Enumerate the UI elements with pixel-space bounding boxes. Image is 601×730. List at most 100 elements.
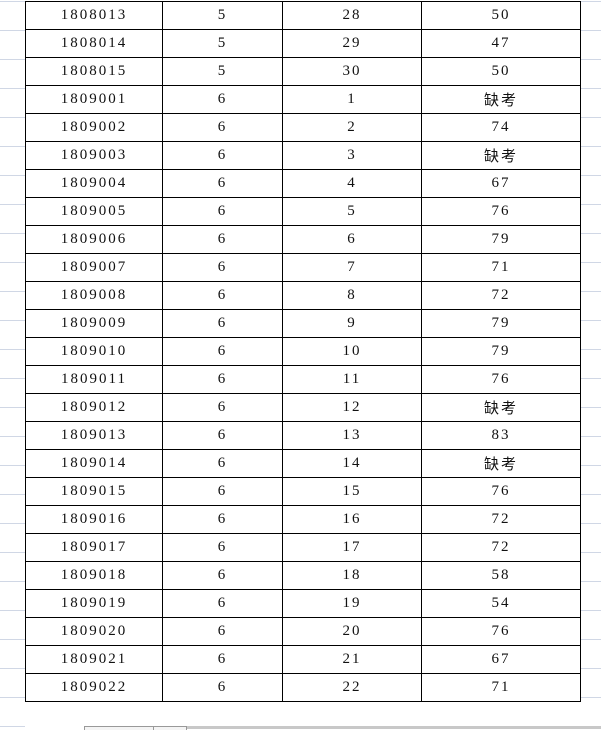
score-cell[interactable]: 缺考 [421,85,581,114]
student-id-cell[interactable]: 1808013 [25,1,163,30]
student-id-cell[interactable]: 1809004 [25,169,163,198]
class-cell[interactable]: 6 [162,141,283,170]
score-cell[interactable]: 79 [421,309,581,338]
score-cell[interactable]: 67 [421,645,581,674]
seat-number-cell[interactable]: 19 [282,589,422,618]
student-id-cell[interactable]: 1809016 [25,505,163,534]
seat-number-cell[interactable]: 3 [282,141,422,170]
score-cell[interactable]: 58 [421,561,581,590]
seat-number-cell[interactable]: 10 [282,337,422,366]
seat-number-cell[interactable]: 4 [282,169,422,198]
class-cell[interactable]: 6 [162,169,283,198]
class-cell[interactable]: 6 [162,617,283,646]
class-cell[interactable]: 5 [162,1,283,30]
seat-number-cell[interactable]: 12 [282,393,422,422]
class-cell[interactable]: 6 [162,505,283,534]
seat-number-cell[interactable]: 13 [282,421,422,450]
score-cell[interactable]: 72 [421,505,581,534]
score-cell[interactable]: 83 [421,421,581,450]
score-cell[interactable]: 47 [421,29,581,58]
student-id-cell[interactable]: 1809014 [25,449,163,478]
score-cell[interactable]: 50 [421,57,581,86]
seat-number-cell[interactable]: 6 [282,225,422,254]
class-cell[interactable]: 6 [162,421,283,450]
score-cell[interactable]: 67 [421,169,581,198]
sheet-tab[interactable] [84,726,154,730]
student-id-cell[interactable]: 1809017 [25,533,163,562]
seat-number-cell[interactable]: 17 [282,533,422,562]
seat-number-cell[interactable]: 8 [282,281,422,310]
sheet-tab[interactable] [153,726,187,730]
seat-number-cell[interactable]: 7 [282,253,422,282]
score-cell[interactable]: 54 [421,589,581,618]
student-id-cell[interactable]: 1809003 [25,141,163,170]
class-cell[interactable]: 6 [162,253,283,282]
score-cell[interactable]: 74 [421,113,581,142]
seat-number-cell[interactable]: 5 [282,197,422,226]
class-cell[interactable]: 5 [162,29,283,58]
class-cell[interactable]: 6 [162,645,283,674]
seat-number-cell[interactable]: 20 [282,617,422,646]
seat-number-cell[interactable]: 15 [282,477,422,506]
score-cell[interactable]: 76 [421,365,581,394]
student-id-cell[interactable]: 1809022 [25,673,163,702]
seat-number-cell[interactable]: 29 [282,29,422,58]
class-cell[interactable]: 6 [162,309,283,338]
seat-number-cell[interactable]: 2 [282,113,422,142]
student-id-cell[interactable]: 1809007 [25,253,163,282]
student-id-cell[interactable]: 1808014 [25,29,163,58]
student-id-cell[interactable]: 1809020 [25,617,163,646]
student-id-cell[interactable]: 1809011 [25,365,163,394]
score-cell[interactable]: 缺考 [421,141,581,170]
student-id-cell[interactable]: 1809001 [25,85,163,114]
score-cell[interactable]: 76 [421,477,581,506]
class-cell[interactable]: 5 [162,57,283,86]
seat-number-cell[interactable]: 11 [282,365,422,394]
student-id-cell[interactable]: 1809018 [25,561,163,590]
student-id-cell[interactable]: 1808015 [25,57,163,86]
class-cell[interactable]: 6 [162,281,283,310]
student-id-cell[interactable]: 1809009 [25,309,163,338]
score-cell[interactable]: 50 [421,1,581,30]
seat-number-cell[interactable]: 30 [282,57,422,86]
seat-number-cell[interactable]: 22 [282,673,422,702]
class-cell[interactable]: 6 [162,365,283,394]
class-cell[interactable]: 6 [162,225,283,254]
horizontal-scrollbar[interactable] [187,726,601,729]
class-cell[interactable]: 6 [162,393,283,422]
class-cell[interactable]: 6 [162,673,283,702]
student-id-cell[interactable]: 1809008 [25,281,163,310]
class-cell[interactable]: 6 [162,589,283,618]
score-cell[interactable]: 72 [421,281,581,310]
student-id-cell[interactable]: 1809005 [25,197,163,226]
class-cell[interactable]: 6 [162,197,283,226]
class-cell[interactable]: 6 [162,533,283,562]
class-cell[interactable]: 6 [162,449,283,478]
student-id-cell[interactable]: 1809019 [25,589,163,618]
student-id-cell[interactable]: 1809012 [25,393,163,422]
seat-number-cell[interactable]: 9 [282,309,422,338]
class-cell[interactable]: 6 [162,113,283,142]
class-cell[interactable]: 6 [162,561,283,590]
score-cell[interactable]: 76 [421,197,581,226]
class-cell[interactable]: 6 [162,337,283,366]
score-cell[interactable]: 79 [421,225,581,254]
class-cell[interactable]: 6 [162,477,283,506]
student-id-cell[interactable]: 1809002 [25,113,163,142]
seat-number-cell[interactable]: 16 [282,505,422,534]
score-cell[interactable]: 缺考 [421,393,581,422]
student-id-cell[interactable]: 1809006 [25,225,163,254]
seat-number-cell[interactable]: 18 [282,561,422,590]
student-id-cell[interactable]: 1809021 [25,645,163,674]
seat-number-cell[interactable]: 21 [282,645,422,674]
class-cell[interactable]: 6 [162,85,283,114]
student-id-cell[interactable]: 1809013 [25,421,163,450]
score-cell[interactable]: 79 [421,337,581,366]
score-cell[interactable]: 71 [421,673,581,702]
seat-number-cell[interactable]: 28 [282,1,422,30]
student-id-cell[interactable]: 1809015 [25,477,163,506]
score-cell[interactable]: 72 [421,533,581,562]
score-cell[interactable]: 71 [421,253,581,282]
seat-number-cell[interactable]: 1 [282,85,422,114]
score-cell[interactable]: 76 [421,617,581,646]
